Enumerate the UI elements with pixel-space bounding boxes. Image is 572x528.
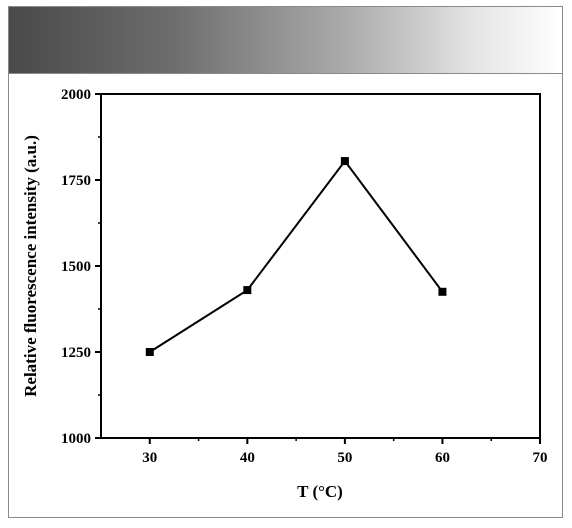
axis-ticks — [95, 93, 541, 444]
x-tick-label: 50 — [337, 450, 352, 466]
y-tick-label: 1250 — [61, 345, 91, 361]
series-markers — [145, 157, 447, 356]
y-tick-label: 2000 — [61, 87, 91, 103]
data-point-marker — [438, 287, 447, 296]
y-axis-title: Relative fluorescence intensity (a.u.) — [21, 135, 40, 397]
data-point-marker — [145, 348, 154, 356]
y-tick-labels: 1000 1250 1500 1750 2000 — [61, 87, 91, 447]
data-point-marker — [340, 157, 349, 166]
y-tick-label: 1500 — [61, 259, 91, 275]
x-axis-title: T (°C) — [297, 482, 343, 501]
data-point-marker — [243, 286, 252, 295]
plot-area-border — [100, 93, 541, 439]
x-tick-labels: 30 40 50 60 70 — [142, 450, 547, 466]
x-tick-label: 40 — [240, 450, 255, 466]
y-tick-label: 1750 — [61, 173, 91, 189]
x-tick-label: 70 — [533, 450, 548, 466]
x-tick-label: 60 — [435, 450, 450, 466]
header-gradient-band — [9, 7, 562, 73]
x-tick-label: 30 — [142, 450, 157, 466]
header-divider — [9, 73, 562, 74]
y-tick-label: 1000 — [61, 431, 91, 447]
series-line — [149, 159, 444, 353]
